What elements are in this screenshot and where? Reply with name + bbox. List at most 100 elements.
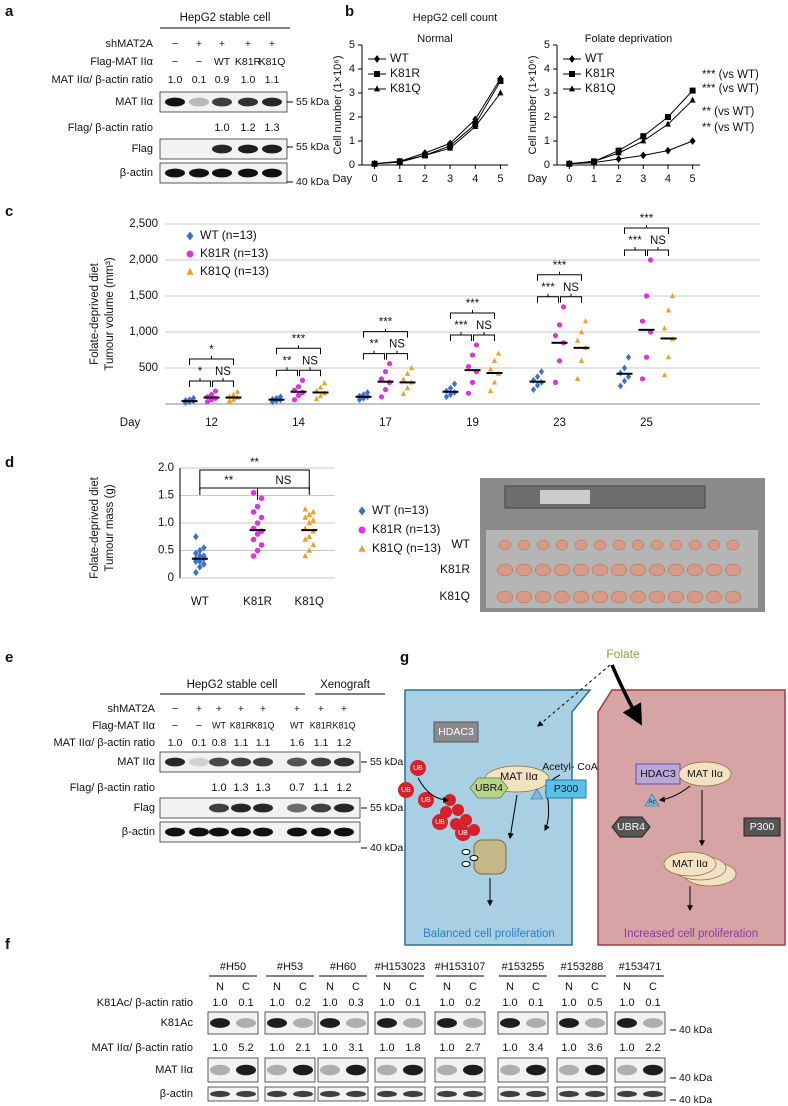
- marker: [400, 390, 407, 396]
- legend-label: WT (n=13): [200, 228, 257, 242]
- label: 1.1: [234, 737, 249, 749]
- label: 1.2: [337, 737, 352, 749]
- significance: ***: [292, 333, 306, 345]
- label: HepG2 stable cell: [180, 12, 271, 24]
- label: +: [294, 703, 300, 715]
- marker: [250, 553, 257, 559]
- label: N: [216, 981, 224, 993]
- photo-label: K81Q: [439, 589, 470, 603]
- marker: [190, 394, 197, 402]
- label: −: [172, 38, 178, 50]
- tumour: [686, 563, 704, 577]
- tumour: [667, 563, 685, 577]
- tumour: [669, 539, 683, 551]
- bracket: [647, 247, 669, 256]
- band: [320, 1090, 340, 1098]
- tumour: [648, 563, 666, 577]
- label: 3.4: [528, 1042, 543, 1054]
- label: HepG2 stable cell: [187, 679, 278, 691]
- marker: [404, 370, 411, 376]
- label: 2.7: [465, 1042, 480, 1054]
- label: Xenograft: [320, 679, 371, 691]
- marker: [378, 376, 385, 382]
- kda-marker: 55 kDa: [296, 141, 329, 153]
- marker: [621, 364, 628, 372]
- significance: **: [283, 355, 292, 367]
- marker: [291, 397, 298, 403]
- legend-label: K81Q: [390, 81, 421, 95]
- y-axis-label: Tumour mass (g): [104, 484, 116, 571]
- band: [287, 803, 307, 813]
- marker: [497, 89, 504, 96]
- blot: [317, 1011, 369, 1035]
- band: [559, 1018, 579, 1028]
- band: [189, 827, 209, 837]
- bracket: [624, 225, 669, 234]
- kda-marker: 55 kDa: [370, 756, 403, 768]
- bracket: [386, 350, 408, 360]
- marker: [491, 379, 498, 385]
- label: +: [219, 38, 225, 50]
- marker: [617, 382, 624, 390]
- label: K81R: [310, 720, 333, 730]
- band: [287, 757, 307, 767]
- ub-label: UB: [413, 765, 423, 772]
- x-tick-label: 5: [690, 173, 696, 185]
- band: [403, 1064, 423, 1076]
- label: 1.0: [561, 1042, 576, 1054]
- tumour: [517, 539, 531, 551]
- marker: [640, 151, 647, 160]
- hdac3: HDAC3: [640, 768, 676, 780]
- x-tick-label: 0: [566, 173, 572, 185]
- band: [210, 1090, 230, 1098]
- label: 1.0: [168, 74, 183, 86]
- marker: [299, 377, 306, 383]
- label: 1.3: [255, 782, 270, 794]
- label: N: [506, 981, 514, 993]
- label: −: [172, 56, 178, 68]
- marker: [447, 384, 454, 392]
- x-tick-label: 17: [379, 417, 392, 429]
- significance: NS: [275, 475, 291, 487]
- label: K81Q: [259, 56, 286, 68]
- ac-tri: [644, 793, 660, 807]
- significance: *: [209, 344, 214, 356]
- label: shMAT2A: [106, 38, 154, 50]
- marker: [639, 318, 646, 324]
- bracket: [624, 247, 646, 256]
- label: 1.0: [322, 997, 337, 1009]
- bracket: [299, 367, 321, 377]
- label: 0.1: [238, 997, 253, 1009]
- label: MAT IIα: [115, 96, 153, 108]
- label: 1.0: [212, 1042, 227, 1054]
- blot: [497, 1011, 549, 1035]
- legend-marker: [186, 267, 194, 275]
- marker: [665, 354, 672, 360]
- panel-label: g: [400, 649, 409, 666]
- tumour: [648, 590, 666, 604]
- x-tick-label: K81Q: [295, 596, 324, 608]
- label: +: [196, 703, 202, 715]
- marker: [302, 505, 309, 512]
- band: [209, 827, 229, 837]
- marker: [371, 160, 378, 167]
- band: [209, 803, 229, 813]
- band: [320, 1064, 340, 1076]
- label: 1.1: [314, 737, 329, 749]
- bracket: [199, 469, 310, 490]
- marker: [552, 379, 559, 385]
- label: 1.2: [240, 122, 255, 134]
- marker: [310, 541, 317, 548]
- label: N: [273, 981, 281, 993]
- label: shMAT2A: [108, 703, 156, 715]
- marker: [226, 398, 233, 404]
- band: [267, 1090, 287, 1098]
- bracket: [537, 271, 582, 281]
- marker: [469, 352, 476, 358]
- marker: [258, 495, 265, 502]
- band: [559, 1064, 579, 1076]
- label: 1.1: [256, 737, 271, 749]
- significance: NS: [563, 282, 579, 294]
- band: [165, 168, 185, 178]
- hdac3: HDAC3: [438, 726, 474, 738]
